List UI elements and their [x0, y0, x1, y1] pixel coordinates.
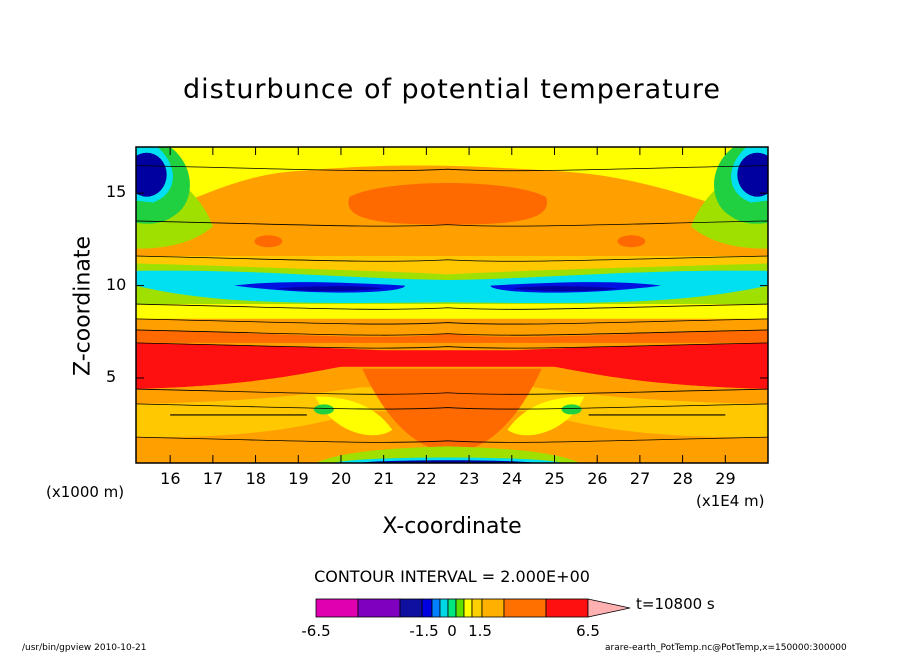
colorbar-label: -1.5 [409, 622, 439, 640]
colorbar-label: 0 [447, 622, 457, 640]
contour-line [136, 318, 768, 325]
x-tick-label: 22 [416, 469, 437, 488]
plot-frame [135, 146, 769, 464]
x-tick-label: 16 [160, 469, 181, 488]
chart-title: disturbunce of potential temperature [183, 74, 721, 105]
band-dark-orange-thin [136, 329, 768, 343]
x-tick-label: 18 [245, 469, 266, 488]
contour-line [136, 436, 768, 443]
contour-line [136, 303, 768, 310]
contour-line [136, 342, 768, 349]
contour-line [136, 403, 768, 410]
axis-ticks [136, 147, 768, 463]
contour-line [136, 255, 768, 262]
x-tick-label: 29 [715, 469, 736, 488]
x-tick-label: 28 [672, 469, 693, 488]
colorbar-swatch [447, 598, 457, 618]
x-tick-label: 24 [501, 469, 523, 488]
band-center-dark-orange [362, 368, 542, 452]
colorbar-swatch [481, 598, 505, 618]
y-axis-unit-note: (x1000 m) [46, 483, 125, 501]
colorbar [315, 598, 631, 618]
band-upper-dark-orange [348, 183, 548, 225]
colorbar-swatch [315, 598, 359, 618]
colorbar-swatch [399, 598, 423, 618]
colorbar-swatch [357, 598, 401, 618]
time-label: t=10800 s [636, 595, 715, 613]
colorbar-label: 1.5 [468, 622, 492, 640]
x-axis-label: X-coordinate [382, 514, 522, 539]
colorbar-swatch [455, 598, 465, 618]
contour-line [136, 165, 768, 172]
x-tick-label: 23 [459, 469, 480, 488]
x-tick-label: 21 [373, 469, 395, 488]
colorbar-swatch [439, 598, 449, 618]
contour-interval-label: CONTOUR INTERVAL = 2.000E+00 [314, 567, 590, 586]
band-upper-yellow [136, 147, 768, 221]
contour-line [136, 220, 768, 227]
x-tick-label: 26 [587, 469, 608, 488]
y-tick-label: 5 [106, 366, 117, 386]
footer-left: /usr/bin/gpview 2010-10-21 [22, 643, 147, 653]
colorbar-swatch [545, 598, 589, 618]
band-left-orange-spot [254, 235, 283, 248]
x-tick-label: 27 [629, 469, 651, 488]
band-left-dark-blue-layer [276, 286, 384, 292]
x-tick-label: 25 [544, 469, 565, 488]
footer-right: arare-earth_PotTemp.nc@PotTemp,x=150000:… [605, 643, 847, 653]
band-left-dark-blue [136, 152, 167, 197]
band-cyan-layer [136, 270, 768, 304]
x-axis-unit-note: (x1E4 m) [696, 492, 765, 510]
band-right-orange-spot [617, 235, 646, 248]
colorbar-swatch [471, 598, 483, 618]
contour-line [136, 388, 768, 395]
y-tick-label: 10 [106, 274, 127, 294]
colorbar-swatch [421, 598, 433, 618]
band-left-green-patch [313, 404, 334, 415]
band-left-yellow-patch [315, 396, 393, 436]
contour-line [136, 329, 768, 336]
x-tick-label: 17 [202, 469, 224, 488]
colorbar-label: -6.5 [301, 622, 331, 640]
plot-area [136, 147, 768, 463]
colorbar-arrow [587, 598, 631, 618]
colorbar-swatch [463, 598, 473, 618]
colorbar-label: 6.5 [576, 622, 600, 640]
x-tick-label: 19 [288, 469, 309, 488]
colorbar-swatch [503, 598, 547, 618]
colorbar-swatch [431, 598, 441, 618]
band-right-dark-blue [737, 152, 768, 197]
x-tick-label: 20 [330, 469, 352, 488]
band-right-green-patch [561, 404, 582, 415]
band-red-layer [136, 342, 768, 390]
band-right-dark-blue-layer [511, 286, 619, 292]
y-tick-label: 15 [106, 182, 127, 202]
